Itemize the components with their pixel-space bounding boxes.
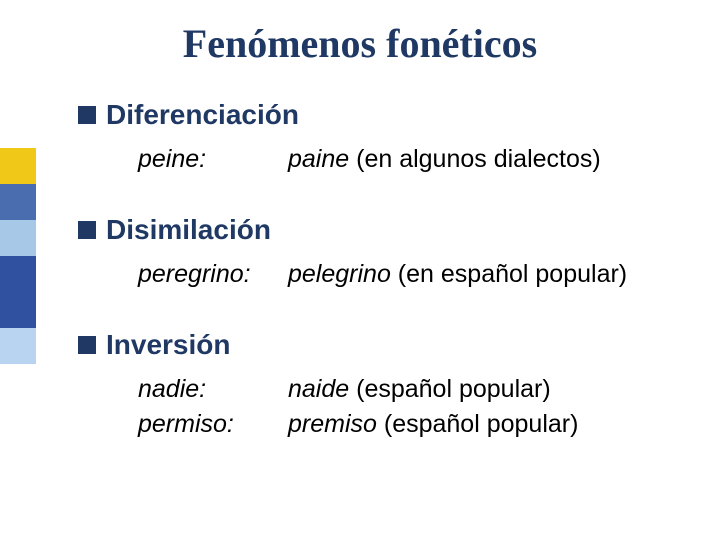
example-row: peine: paine (en algunos dialectos)	[138, 145, 720, 174]
square-bullet-icon	[78, 336, 96, 354]
heading-text: Inversión	[106, 329, 230, 361]
example-row: nadie: naide (español popular)	[138, 375, 720, 404]
section-heading: Diferenciación	[78, 99, 720, 131]
example-source: peine:	[138, 145, 288, 174]
square-bullet-icon	[78, 106, 96, 124]
section-inversion: Inversión nadie: naide (español popular)…	[78, 329, 720, 439]
section-disimilacion: Disimilación peregrino: pelegrino (en es…	[78, 214, 720, 289]
example-result: naide (español popular)	[288, 375, 551, 404]
slide-content: Fenómenos fonéticos Diferenciación peine…	[0, 0, 720, 453]
example-result: paine (en algunos dialectos)	[288, 145, 601, 174]
example-source: nadie:	[138, 375, 288, 404]
section-heading: Disimilación	[78, 214, 720, 246]
example-source: permiso:	[138, 410, 288, 439]
example-row: peregrino: pelegrino (en español popular…	[138, 260, 720, 289]
slide-title: Fenómenos fonéticos	[0, 20, 720, 67]
section-diferenciacion: Diferenciación peine: paine (en algunos …	[78, 99, 720, 174]
example-result: premiso (español popular)	[288, 410, 578, 439]
example-row: permiso: premiso (español popular)	[138, 410, 720, 439]
heading-text: Disimilación	[106, 214, 271, 246]
heading-text: Diferenciación	[106, 99, 299, 131]
square-bullet-icon	[78, 221, 96, 239]
example-source: peregrino:	[138, 260, 288, 289]
example-result: pelegrino (en español popular)	[288, 260, 627, 289]
section-heading: Inversión	[78, 329, 720, 361]
